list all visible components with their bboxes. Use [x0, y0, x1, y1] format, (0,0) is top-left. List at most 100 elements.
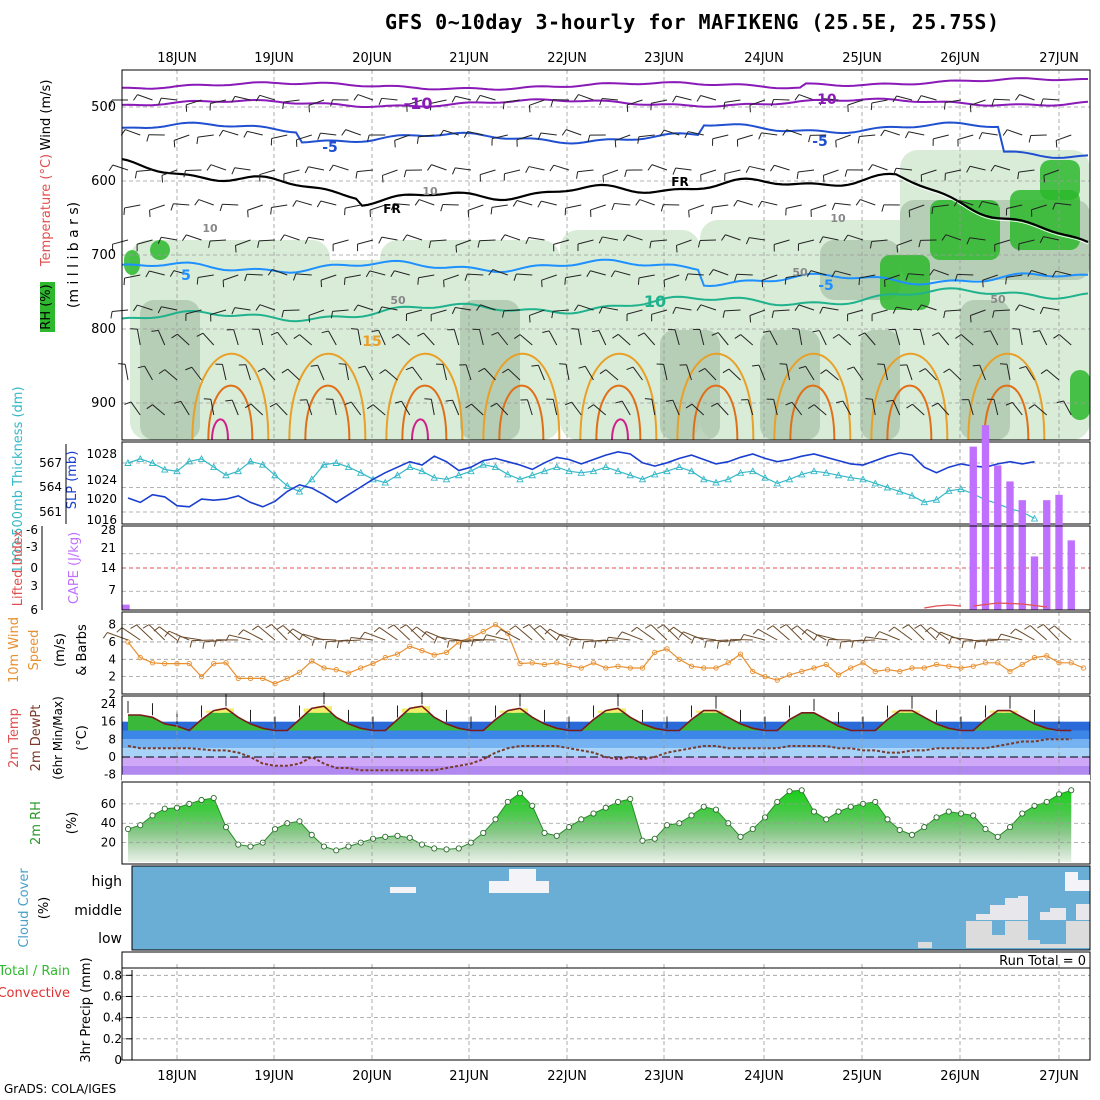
wind-barb — [394, 134, 410, 148]
rh-marker — [761, 814, 769, 821]
surface-wind-barb — [189, 639, 214, 648]
wind-barb — [550, 99, 570, 107]
temperature-axis-label: Temperature (°C) — [39, 154, 54, 267]
surface-wind-barb — [446, 639, 472, 648]
thickness-marker — [895, 487, 904, 495]
wind-barb — [500, 234, 521, 241]
wind-barb — [723, 99, 741, 110]
wind-barb — [886, 399, 901, 416]
wind-barb — [972, 364, 986, 381]
wind-barb — [1015, 94, 1035, 101]
surface-wind-barb — [1010, 628, 1035, 641]
wind-tick: 4 — [108, 652, 116, 666]
rh2m-unit-label: (%) — [65, 812, 80, 835]
wind-barb — [602, 169, 619, 183]
wind-barb — [999, 363, 1011, 381]
wind-barb — [405, 309, 423, 322]
temp-band — [122, 748, 1090, 757]
surface-wind-barb — [985, 638, 1011, 646]
wind-barb — [1043, 169, 1060, 183]
contour-label: FR — [671, 175, 688, 189]
wind-barb — [551, 309, 570, 319]
thickness-marker — [222, 471, 230, 479]
wind-barb — [961, 399, 974, 416]
wind-speed-marker — [615, 663, 621, 669]
thickness-marker — [773, 479, 782, 487]
wind-barb — [417, 332, 435, 346]
contour-label: 50 — [990, 293, 1006, 306]
thickness-axis-label: 1000-500mb Thickness (dm) — [11, 386, 26, 573]
wind-barb — [773, 239, 790, 252]
surface-wind-barb — [1024, 625, 1048, 641]
wind-barb — [231, 95, 251, 103]
wind-barb — [549, 164, 570, 172]
rh-marker — [994, 833, 1001, 840]
wind-barb — [733, 199, 753, 207]
contour-label: -10 — [811, 92, 837, 108]
wind-barb — [1055, 134, 1072, 148]
wind-speed-marker — [468, 634, 474, 641]
thickness-marker — [699, 475, 708, 483]
tmax-hot — [499, 710, 516, 713]
precip-tick: 0.8 — [103, 968, 122, 982]
precip-tick: 0.4 — [103, 1011, 122, 1025]
li-tick: 0 — [30, 561, 38, 575]
thickness-marker — [124, 459, 132, 466]
wind-barb — [447, 329, 460, 346]
cape-tick: 7 — [108, 583, 116, 597]
surface-wind-barb — [116, 627, 141, 641]
wind-speed-marker — [737, 651, 744, 657]
wind-barb — [663, 274, 680, 288]
wind-barb — [414, 199, 435, 206]
wind-barb — [158, 97, 178, 105]
wind-barb — [868, 164, 888, 171]
wind-barb — [920, 169, 937, 182]
day-label-bottom: 23JUN — [644, 1069, 684, 1084]
surface-wind-barb — [739, 633, 766, 641]
wind-barb — [183, 169, 202, 178]
wind-barb — [1040, 369, 1060, 381]
wind-barb — [516, 134, 533, 147]
contour-label: -5 — [322, 140, 338, 156]
high-cloud-cell — [390, 887, 416, 893]
surface-wind-barb — [902, 624, 925, 641]
rh-marker — [529, 802, 536, 809]
wind-barb — [464, 273, 484, 281]
cloud-level-label: high — [91, 874, 122, 890]
wind-barb — [378, 97, 398, 106]
wind-barb — [379, 369, 398, 381]
wind-barb — [734, 273, 753, 282]
temp-loop-20 — [789, 384, 836, 441]
wind-barb — [782, 129, 802, 136]
wind-barb — [157, 236, 178, 244]
wind-barb — [586, 270, 606, 278]
thickness-marker — [491, 463, 500, 471]
rh-shade-dark — [124, 250, 140, 275]
temp-loop-15 — [579, 352, 658, 441]
wind-barb — [637, 134, 655, 144]
low-cloud-cell — [1005, 921, 1028, 948]
rh-marker — [235, 841, 242, 848]
wind-barb — [745, 165, 766, 173]
wind-barb — [174, 400, 190, 416]
surface-wind-barb — [716, 639, 741, 649]
wind-barb — [741, 399, 754, 416]
wind-barb — [808, 404, 827, 416]
wind-speed-marker — [701, 665, 707, 671]
wind-barb — [146, 134, 165, 142]
temp-loop-25 — [411, 418, 429, 441]
wind-speed-marker — [884, 667, 891, 673]
wind-barb — [402, 234, 423, 242]
precip-total-label: Total / Rain — [0, 964, 70, 979]
wind-barb — [424, 398, 435, 416]
thickness-marker — [748, 467, 757, 475]
wind-barb — [465, 403, 484, 416]
surface-wind-barb — [509, 625, 533, 641]
wind-barb — [599, 369, 619, 381]
high-cloud-cell — [489, 881, 549, 893]
temp-axis-label: 2m Temp — [7, 708, 22, 768]
wind-barb — [247, 204, 263, 218]
wind-barb — [443, 274, 459, 288]
surface-wind-barb — [766, 625, 790, 641]
thickness-marker — [185, 457, 194, 465]
